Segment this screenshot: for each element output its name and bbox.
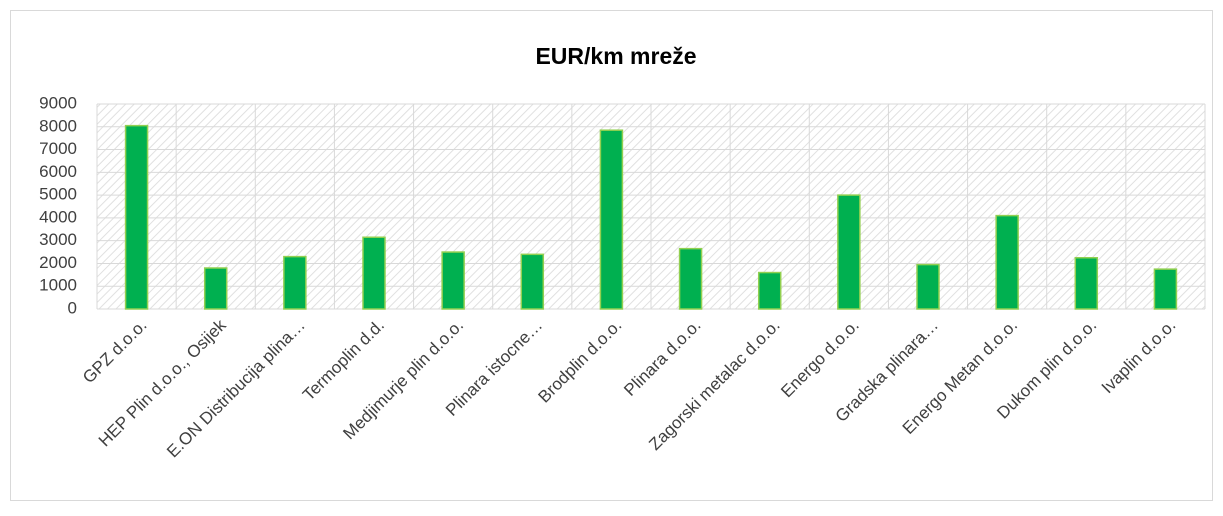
bar [1153,268,1178,310]
y-tick-label: 5000 [39,185,77,204]
y-tick-label: 2000 [39,253,77,272]
bar [1074,257,1099,310]
bar [362,236,386,310]
bar [678,247,703,310]
bar [124,124,149,310]
y-tick-label: 7000 [39,139,77,158]
bar [283,255,307,310]
bar [441,251,465,310]
bar [757,271,782,310]
bar [916,263,940,310]
y-tick-label: 4000 [39,207,77,226]
bar [837,194,861,310]
y-tick-label: 8000 [39,116,77,135]
y-tick-label: 3000 [39,230,77,249]
y-tick-label: 6000 [39,162,77,181]
bar [203,267,228,310]
y-tick-label: 1000 [39,276,77,295]
bar [995,214,1019,310]
y-tick-label: 0 [68,298,77,317]
chart-title: EUR/km mreže [535,43,696,69]
bar [599,129,624,310]
y-tick-label: 9000 [39,93,77,112]
bar [520,253,545,310]
